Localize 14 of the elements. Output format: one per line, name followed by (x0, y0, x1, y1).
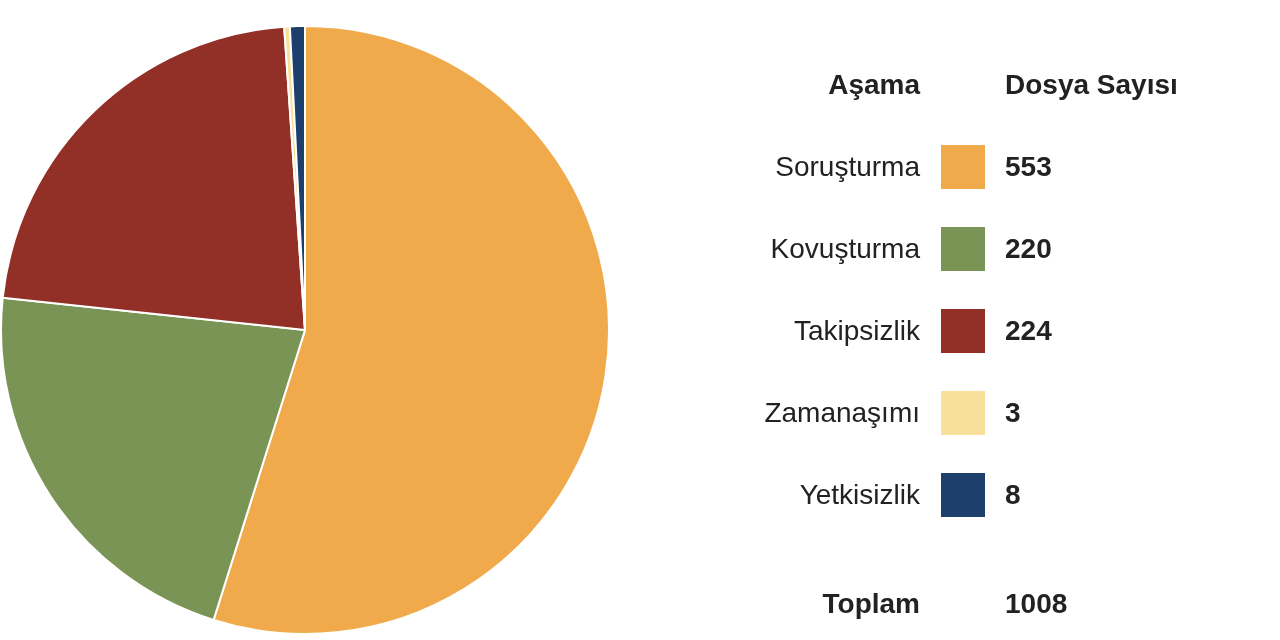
legend-label: Takipsizlik (793, 314, 920, 348)
legend-label: Kovuşturma (770, 232, 920, 266)
data-label: 8 (1005, 478, 1021, 512)
data-label: 220 (1005, 232, 1052, 266)
data-label: 553 (1005, 150, 1052, 184)
legend-label: Soruşturma (775, 150, 920, 184)
text: Toplam (822, 587, 920, 621)
legend-label: Zamanaşımı (764, 396, 920, 430)
data-label: 3 (1005, 396, 1021, 430)
legend-title: Aşama (828, 68, 920, 102)
legend-label: Yetkisizlik (799, 478, 920, 512)
text: 1008 (1005, 587, 1068, 621)
text: Dosya Sayısı (1005, 68, 1178, 102)
data-label: 224 (1005, 314, 1052, 348)
